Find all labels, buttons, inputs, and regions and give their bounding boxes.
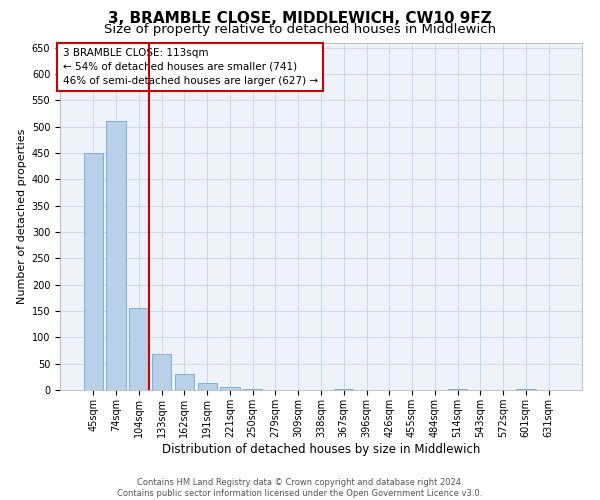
Bar	[197, 382, 217, 390]
Bar	[129, 308, 149, 390]
Bar	[448, 389, 467, 390]
Bar	[220, 388, 239, 390]
Bar	[175, 374, 194, 390]
Y-axis label: Number of detached properties: Number of detached properties	[17, 128, 28, 304]
Bar	[106, 122, 126, 390]
X-axis label: Distribution of detached houses by size in Middlewich: Distribution of detached houses by size …	[162, 442, 480, 456]
Bar	[243, 389, 262, 390]
Text: Contains HM Land Registry data © Crown copyright and database right 2024.
Contai: Contains HM Land Registry data © Crown c…	[118, 478, 482, 498]
Bar	[334, 389, 353, 390]
Bar	[516, 389, 536, 390]
Bar	[84, 153, 103, 390]
Text: 3, BRAMBLE CLOSE, MIDDLEWICH, CW10 9FZ: 3, BRAMBLE CLOSE, MIDDLEWICH, CW10 9FZ	[108, 11, 492, 26]
Bar	[152, 354, 172, 390]
Text: 3 BRAMBLE CLOSE: 113sqm
← 54% of detached houses are smaller (741)
46% of semi-d: 3 BRAMBLE CLOSE: 113sqm ← 54% of detache…	[62, 48, 318, 86]
Text: Size of property relative to detached houses in Middlewich: Size of property relative to detached ho…	[104, 22, 496, 36]
